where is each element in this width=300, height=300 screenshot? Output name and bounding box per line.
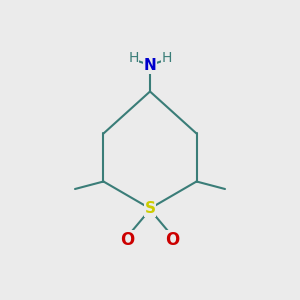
Text: O: O xyxy=(120,231,135,249)
Text: O: O xyxy=(165,231,180,249)
Text: H: H xyxy=(128,52,139,65)
Text: H: H xyxy=(161,52,172,65)
Text: S: S xyxy=(145,201,155,216)
Text: N: N xyxy=(144,58,156,74)
